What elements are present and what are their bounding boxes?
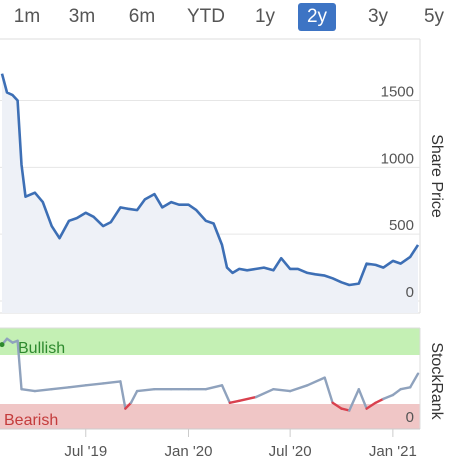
range-button-ytd[interactable]: YTD xyxy=(187,6,225,27)
stockrank-segment xyxy=(391,388,402,397)
range-button-1y[interactable]: 1y xyxy=(254,6,276,27)
stockrank-segment xyxy=(238,395,258,402)
stockrank-segment xyxy=(340,407,351,412)
stockrank-segment xyxy=(365,401,377,410)
stockrank-segment xyxy=(288,384,309,393)
x-axis-ticks: Jul '19 Jan '20 Jul '20 Jan '21 xyxy=(64,429,417,460)
rank-tick-label: 0 xyxy=(406,409,414,426)
x-tick-label: Jan '20 xyxy=(165,443,213,460)
stockrank-segment xyxy=(331,401,343,410)
stockrank-segment xyxy=(124,401,133,410)
bearish-zone xyxy=(0,404,420,429)
stockrank-segment xyxy=(101,380,122,385)
stockrank-segment xyxy=(50,386,71,391)
stockrank-segment xyxy=(33,388,53,393)
price-tick-label: 1500 xyxy=(381,83,414,100)
stockrank-segment xyxy=(409,372,420,389)
bullish-zone xyxy=(0,328,420,355)
range-button-1m[interactable]: 1m xyxy=(13,6,41,27)
price-axis-title: Share Price xyxy=(428,134,445,218)
price-tick-label: 1000 xyxy=(381,150,414,167)
rank-axis-title: StockRank xyxy=(428,342,445,420)
range-button-6m[interactable]: 6m xyxy=(128,6,156,27)
price-tick-label: 500 xyxy=(389,217,414,234)
x-tick-label: Jul '20 xyxy=(269,443,312,460)
stockrank-segment xyxy=(399,386,412,391)
stockrank-segment xyxy=(119,380,127,410)
rank-y-axis-ticks: 0 xyxy=(406,409,414,426)
stockrank-segment xyxy=(272,388,292,393)
stockrank-segment xyxy=(374,397,385,404)
range-button-3y[interactable]: 3y xyxy=(367,6,389,27)
bullish-label: Bullish xyxy=(18,340,65,357)
stockrank-segment xyxy=(67,384,88,389)
stockrank-segment xyxy=(20,388,37,393)
stockrank-line xyxy=(0,337,420,412)
price-y-axis-ticks: 0 500 1000 1500 xyxy=(381,83,414,301)
stockrank-segment xyxy=(382,393,395,401)
stockrank-segment xyxy=(323,376,334,404)
stockrank-segment xyxy=(254,388,275,399)
range-button-5y[interactable]: 5y xyxy=(423,6,445,27)
stockrank-segment xyxy=(357,388,368,410)
price-tick-label: 0 xyxy=(406,284,414,301)
stockrank-segment xyxy=(84,382,105,387)
price-line xyxy=(0,73,420,287)
stockrank-segment xyxy=(228,399,241,404)
range-button-2y[interactable]: 2y xyxy=(298,3,336,31)
stockrank-segment xyxy=(204,384,224,391)
x-tick-label: Jan '21 xyxy=(369,443,417,460)
range-button-3m[interactable]: 3m xyxy=(68,6,96,27)
stockrank-segment xyxy=(306,376,326,387)
range-selector: 1m 3m 6m YTD 1y 2y 3y 5y xyxy=(0,0,461,34)
stockrank-segment xyxy=(348,388,360,412)
bearish-label: Bearish xyxy=(4,412,58,429)
stockrank-segment xyxy=(135,388,156,393)
stockrank-segment xyxy=(220,384,232,404)
x-tick-label: Jul '19 xyxy=(64,443,107,460)
price-area-fill xyxy=(2,73,418,313)
stockrank-segment xyxy=(16,339,23,391)
stockrank-start-point xyxy=(0,342,5,348)
stockrank-segment xyxy=(129,389,139,404)
